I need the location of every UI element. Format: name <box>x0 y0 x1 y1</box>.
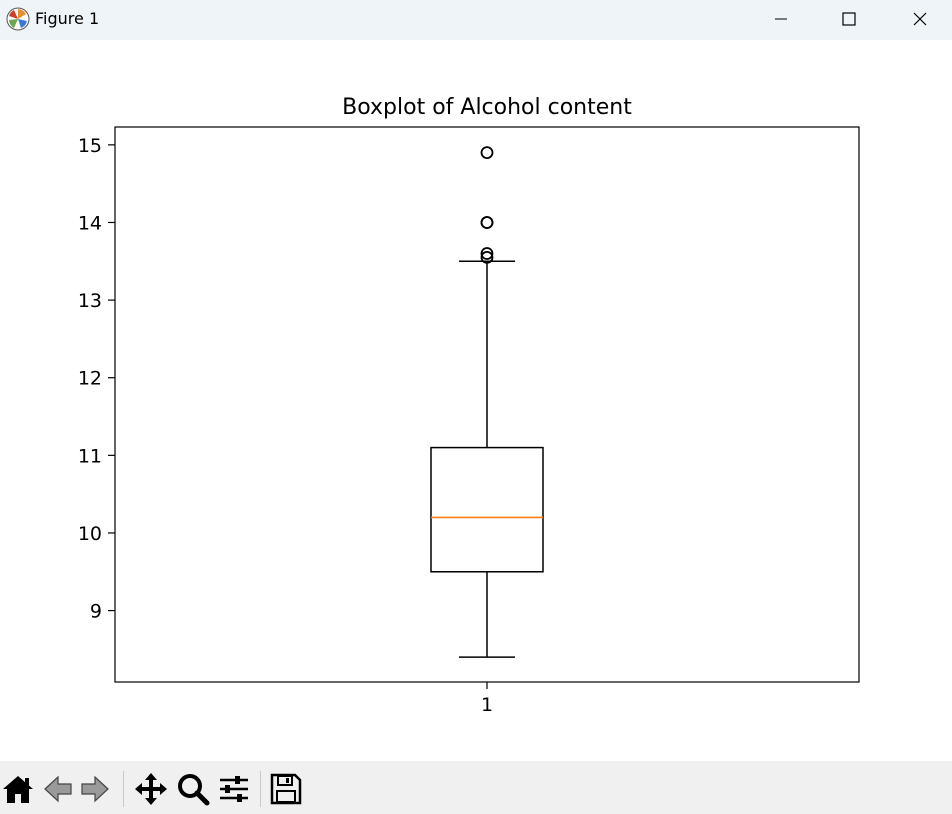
iqr-box <box>430 446 544 573</box>
zoom-magnifier-icon <box>178 774 210 806</box>
boxes-layer <box>430 146 544 658</box>
subplots-sliders-icon <box>220 776 248 802</box>
outlier-point <box>480 247 494 260</box>
navigation-toolbar <box>0 761 952 814</box>
maximize-button[interactable] <box>826 0 872 38</box>
x-tick-label: 1 <box>481 694 493 716</box>
boxplot-chart: Boxplot of Alcohol content 9 10 11 12 13 14 15… <box>78 95 860 716</box>
toolbar-separator <box>123 771 124 807</box>
outlier-point <box>480 251 494 264</box>
matplotlib-icon <box>6 7 30 31</box>
chart-title: Boxplot of Alcohol content <box>342 95 632 120</box>
back-arrow-icon <box>44 775 72 803</box>
minimize-icon <box>775 18 787 20</box>
pan-move-icon <box>135 773 167 805</box>
save-floppy-icon <box>270 773 302 805</box>
maximize-icon <box>842 12 856 26</box>
window-title: Figure 1 <box>35 9 100 28</box>
home-button[interactable] <box>0 771 36 807</box>
figure-canvas[interactable]: Boxplot of Alcohol content 9 10 11 12 13 14 15… <box>0 40 952 761</box>
close-button[interactable] <box>897 0 943 38</box>
home-icon <box>3 776 33 803</box>
y-tick-label: 14 <box>78 212 102 234</box>
forward-button[interactable] <box>77 771 113 807</box>
minimize-button[interactable] <box>758 0 804 38</box>
zoom-button[interactable] <box>175 771 211 807</box>
pan-button[interactable] <box>133 771 169 807</box>
y-tick-label: 10 <box>78 523 102 545</box>
toolbar-separator <box>260 771 261 807</box>
forward-arrow-icon <box>81 775 109 803</box>
y-tick-label: 15 <box>78 135 102 157</box>
back-button[interactable] <box>40 771 76 807</box>
y-tick-label: 11 <box>78 445 102 467</box>
close-icon <box>913 12 927 26</box>
outlier-point <box>480 216 494 229</box>
y-tick-label: 9 <box>90 601 102 623</box>
save-button[interactable] <box>268 771 304 807</box>
y-tick-label: 13 <box>78 290 102 312</box>
window-titlebar[interactable]: Figure 1 <box>0 0 952 40</box>
y-axis: 9 10 11 12 13 14 15 <box>78 135 115 623</box>
axes-frame <box>114 126 860 683</box>
x-axis: 1 <box>481 682 493 716</box>
y-tick-label: 12 <box>78 368 102 390</box>
outlier-point <box>480 146 494 160</box>
subplots-button[interactable] <box>216 771 252 807</box>
